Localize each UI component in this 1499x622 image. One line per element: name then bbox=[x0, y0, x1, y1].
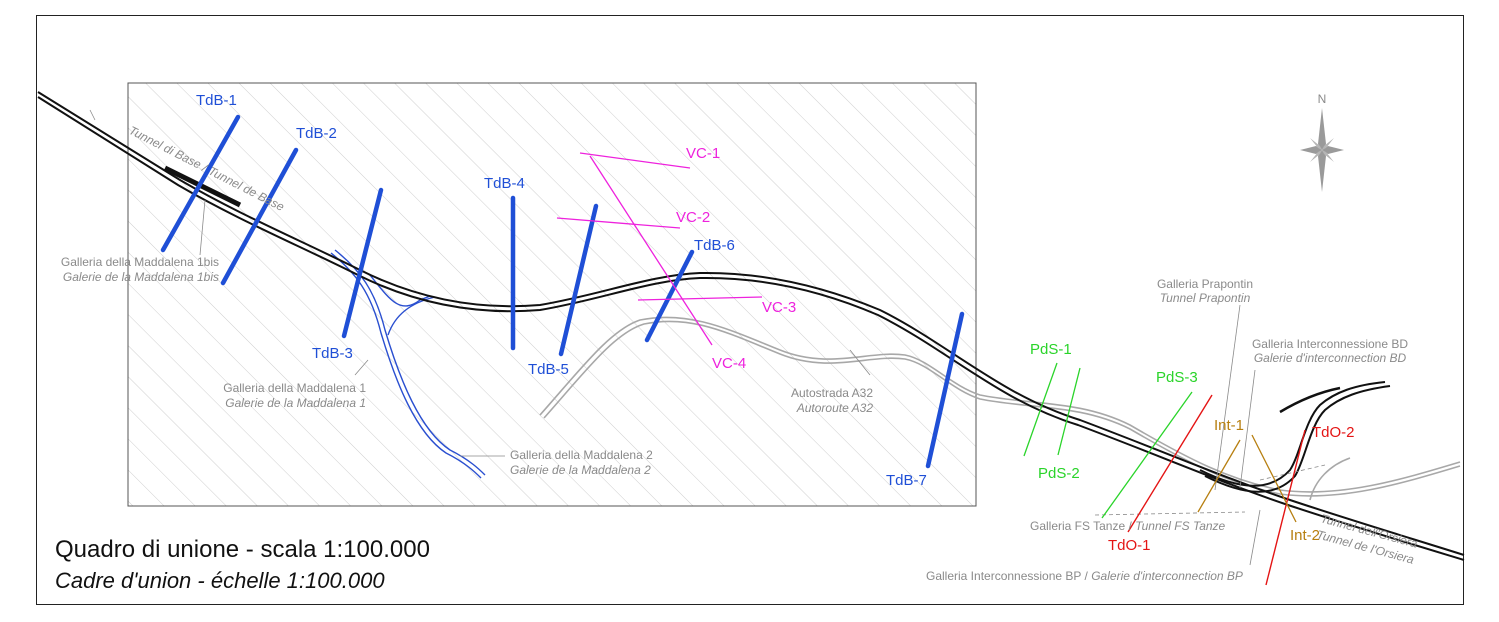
label-madd1bis-fr: Galerie de la Maddalena 1bis bbox=[63, 270, 219, 284]
label-vc-1: VC-1 bbox=[686, 145, 720, 162]
label-vc-4: VC-4 bbox=[712, 355, 746, 372]
section-lines-pds bbox=[1023, 362, 1193, 519]
section-lines-int bbox=[1197, 434, 1297, 523]
north-arrow-icon bbox=[1300, 108, 1344, 192]
label-madd2-fr: Galerie de la Maddalena 2 bbox=[510, 463, 651, 477]
label-pds-3: PdS-3 bbox=[1156, 369, 1198, 386]
label-intbp: Galleria Interconnessione BP / Galerie d… bbox=[926, 569, 1243, 583]
label-pds-2: PdS-2 bbox=[1038, 465, 1080, 482]
label-madd1-fr: Galerie de la Maddalena 1 bbox=[225, 396, 366, 410]
rail-line bbox=[37, 91, 1465, 561]
label-madd2-it: Galleria della Maddalena 2 bbox=[510, 448, 653, 462]
label-tdo-1: TdO-1 bbox=[1108, 537, 1151, 554]
label-tanze-it: Galleria FS Tanze / bbox=[1030, 519, 1135, 533]
label-intbd-it: Galleria Interconnessione BD bbox=[1252, 337, 1408, 351]
maddalena-galleries bbox=[330, 249, 486, 479]
label-prapontin-fr: Tunnel Prapontin bbox=[1160, 291, 1251, 305]
label-tdb-3: TdB-3 bbox=[312, 345, 353, 362]
label-int-2: Int-2 bbox=[1290, 527, 1320, 544]
label-int-1: Int-1 bbox=[1214, 417, 1244, 434]
label-intbp-fr: Galerie d'interconnection BP bbox=[1091, 569, 1243, 583]
label-tdb-2: TdB-2 bbox=[296, 125, 337, 142]
label-tdb-6: TdB-6 bbox=[694, 237, 735, 254]
label-intbp-it: Galleria Interconnessione BP / bbox=[926, 569, 1091, 583]
map-title-it: Quadro di unione - scala 1:100.000 bbox=[55, 536, 430, 563]
label-tanze: Galleria FS Tanze / Tunnel FS Tanze bbox=[1030, 519, 1226, 533]
label-a32-fr: Autoroute A32 bbox=[796, 401, 874, 415]
leader-lines bbox=[89, 109, 1326, 566]
label-tdb-1: TdB-1 bbox=[196, 92, 237, 109]
label-prapontin-it: Galleria Prapontin bbox=[1157, 277, 1253, 291]
section-lines-vc bbox=[556, 152, 763, 346]
label-tanze-fr: Tunnel FS Tanze bbox=[1135, 519, 1225, 533]
section-lines-tdo bbox=[1127, 394, 1306, 586]
label-vc-2: VC-2 bbox=[676, 209, 710, 226]
map-title-fr: Cadre d'union - échelle 1:100.000 bbox=[55, 568, 385, 593]
label-madd1-it: Galleria della Maddalena 1 bbox=[223, 381, 366, 395]
label-pds-1: PdS-1 bbox=[1030, 341, 1072, 358]
label-tdb-5: TdB-5 bbox=[528, 361, 569, 378]
label-tdo-2: TdO-2 bbox=[1312, 424, 1355, 441]
label-tdb-4: TdB-4 bbox=[484, 175, 525, 192]
north-label: N bbox=[1318, 92, 1327, 106]
section-lines-tdb bbox=[160, 114, 965, 469]
map-frame bbox=[36, 15, 1464, 605]
label-a32-it: Autostrada A32 bbox=[791, 386, 873, 400]
label-madd1bis-it: Galleria della Maddalena 1bis bbox=[61, 255, 219, 269]
label-tdb-7: TdB-7 bbox=[886, 472, 927, 489]
label-intbd-fr: Galerie d'interconnection BD bbox=[1254, 351, 1407, 365]
label-vc-3: VC-3 bbox=[762, 299, 796, 316]
study-area bbox=[127, 82, 977, 507]
